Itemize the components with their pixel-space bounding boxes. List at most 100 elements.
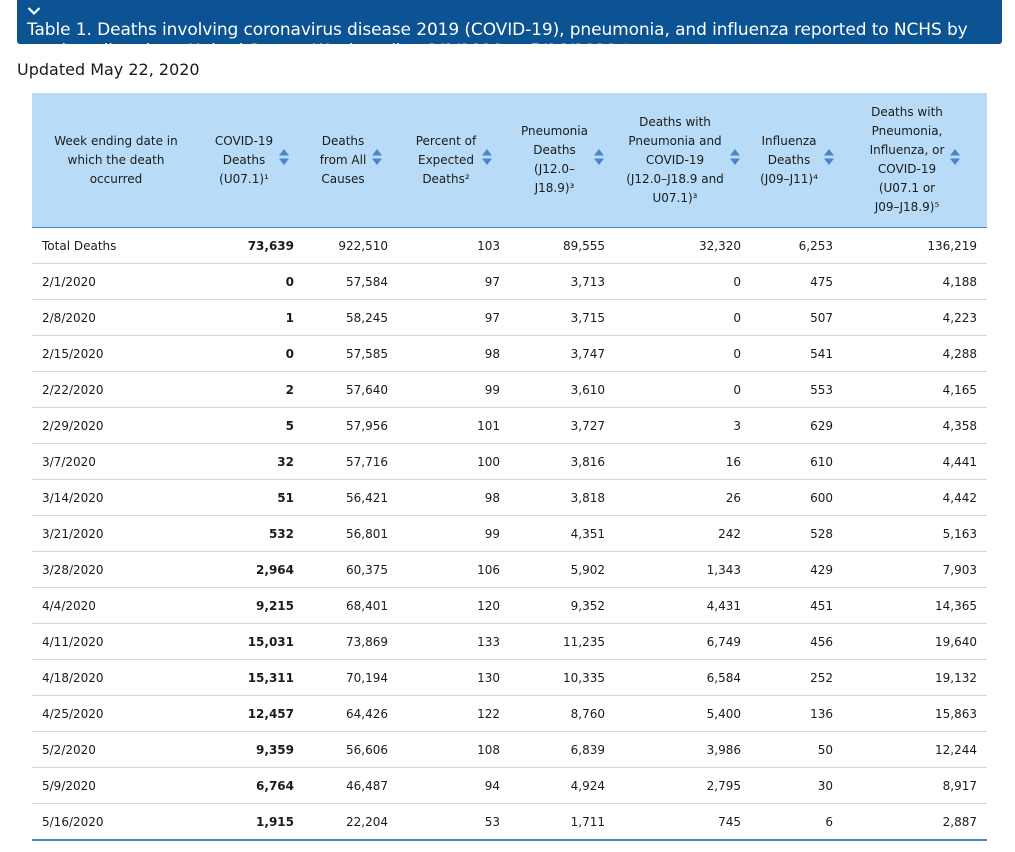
value-cell: 4,223 <box>843 299 987 336</box>
value-cell: 3,610 <box>510 371 615 408</box>
header-label-line: Influenza <box>761 133 817 148</box>
value-cell: 2,795 <box>615 767 751 804</box>
value-cell: 73,869 <box>304 623 398 660</box>
value-cell: 475 <box>751 263 843 300</box>
value-cell: 3,713 <box>510 263 615 300</box>
value-cell: 15,311 <box>200 659 304 696</box>
column-header[interactable]: Deaths with Pneumonia and COVID-19 (J12.0–J… <box>615 93 751 228</box>
chevron-down-icon[interactable] <box>27 1 47 20</box>
week-ending-cell: 3/14/2020 <box>32 479 200 516</box>
value-cell: 429 <box>751 551 843 588</box>
header-label-line: Deaths² <box>422 171 470 186</box>
value-cell: 89,555 <box>510 227 615 264</box>
value-cell: 106 <box>398 551 510 588</box>
value-cell: 58,245 <box>304 299 398 336</box>
week-ending-cell: 5/16/2020 <box>32 803 200 841</box>
sort-arrows-icon[interactable] <box>279 149 290 171</box>
value-cell: 101 <box>398 407 510 444</box>
value-cell: 1 <box>200 299 304 336</box>
week-ending-cell: 4/25/2020 <box>32 695 200 732</box>
value-cell: 32 <box>200 443 304 480</box>
header-label-line: COVID-19 <box>214 133 274 148</box>
value-cell: 8,760 <box>510 695 615 732</box>
sort-arrows-icon[interactable] <box>729 149 740 171</box>
column-header[interactable]: Influenza Deaths (J09–J11)⁴ <box>751 93 843 228</box>
column-header-label: COVID-19 Deaths (U07.1)¹ <box>215 132 273 189</box>
sort-arrows-icon[interactable] <box>950 149 961 171</box>
sort-arrows-icon[interactable] <box>823 149 834 171</box>
table-row: 3/14/2020 51 56,421 98 3,818 26 600 4,442 <box>32 479 987 516</box>
value-cell: 507 <box>751 299 843 336</box>
value-cell: 4,165 <box>843 371 987 408</box>
value-cell: 4,288 <box>843 335 987 372</box>
week-ending-cell: 2/15/2020 <box>32 335 200 372</box>
sort-arrows-icon[interactable] <box>593 149 604 171</box>
column-header[interactable]: Pneumonia Deaths (J12.0– J18.9)³ <box>510 93 615 228</box>
value-cell: 98 <box>398 479 510 516</box>
table-row: 3/7/2020 32 57,716 100 3,816 16 610 4,441 <box>32 443 987 480</box>
table-row: Total Deaths 73,639 922,510 103 89,555 32,320… <box>32 227 987 264</box>
column-header-label: Week ending date in which the death occurr… <box>54 132 177 189</box>
table-panel-header[interactable]: Table 1. Deaths involving coronavirus di… <box>17 0 1002 61</box>
column-header[interactable]: Deaths with Pneumonia, Influenza, or COVID-… <box>843 93 987 228</box>
value-cell: 26 <box>615 479 751 516</box>
sort-arrows-icon[interactable] <box>482 149 493 171</box>
header-label-line: Expected <box>417 152 474 167</box>
value-cell: 97 <box>398 299 510 336</box>
value-cell: 46,487 <box>304 767 398 804</box>
column-header[interactable]: Percent of Expected Deaths² <box>398 93 510 228</box>
value-cell: 4,431 <box>615 587 751 624</box>
value-cell: 2,964 <box>200 551 304 588</box>
value-cell: 108 <box>398 731 510 768</box>
value-cell: 5,163 <box>843 515 987 552</box>
week-ending-cell: 5/2/2020 <box>32 731 200 768</box>
value-cell: 6,764 <box>200 767 304 804</box>
column-header[interactable]: COVID-19 Deaths (U07.1)¹ <box>200 93 304 228</box>
value-cell: 133 <box>398 623 510 660</box>
value-cell: 53 <box>398 803 510 841</box>
value-cell: 122 <box>398 695 510 732</box>
value-cell: 6,839 <box>510 731 615 768</box>
value-cell: 3,747 <box>510 335 615 372</box>
value-cell: 100 <box>398 443 510 480</box>
value-cell: 8,917 <box>843 767 987 804</box>
table-row: 5/2/2020 9,359 56,606 108 6,839 3,986 50 12,244 <box>32 731 987 768</box>
header-label-line: J09–J18.9)⁵ <box>874 200 940 214</box>
value-cell: 15,863 <box>843 695 987 732</box>
value-cell: 136 <box>751 695 843 732</box>
column-header[interactable]: Deaths from All Causes <box>304 93 398 228</box>
header-label-line: Influenza, or <box>869 143 945 157</box>
value-cell: 98 <box>398 335 510 372</box>
value-cell: 2,887 <box>843 803 987 841</box>
week-ending-cell: 2/29/2020 <box>32 407 200 444</box>
value-cell: 6 <box>751 803 843 841</box>
value-cell: 57,716 <box>304 443 398 480</box>
updated-date: Updated May 22, 2020 <box>17 60 200 79</box>
value-cell: 745 <box>615 803 751 841</box>
header-label-line: Pneumonia <box>521 124 588 138</box>
value-cell: 19,640 <box>843 623 987 660</box>
value-cell: 600 <box>751 479 843 516</box>
week-ending-cell: 4/4/2020 <box>32 587 200 624</box>
value-cell: 541 <box>751 335 843 372</box>
sort-arrows-icon[interactable] <box>372 149 383 171</box>
value-cell: 51 <box>200 479 304 516</box>
value-cell: 4,351 <box>510 515 615 552</box>
value-cell: 3,986 <box>615 731 751 768</box>
header-label-line: Percent of <box>415 133 477 148</box>
table-row: 2/15/2020 0 57,585 98 3,747 0 541 4,288 <box>32 335 987 372</box>
week-ending-cell: Total Deaths <box>32 227 200 264</box>
value-cell: 0 <box>615 335 751 372</box>
header-label-line: (J09–J11)⁴ <box>760 171 818 186</box>
header-label-line: (U07.1)¹ <box>219 171 269 186</box>
header-label-line: (J12.0– <box>534 162 575 176</box>
column-header[interactable]: Week ending date in which the death occurr… <box>32 93 200 228</box>
week-ending-cell: 2/22/2020 <box>32 371 200 408</box>
value-cell: 6,584 <box>615 659 751 696</box>
value-cell: 610 <box>751 443 843 480</box>
table-header-row: Week ending date in which the death occurr… <box>32 93 987 228</box>
table-row: 3/21/2020 532 56,801 99 4,351 242 528 5,163 <box>32 515 987 552</box>
value-cell: 0 <box>200 263 304 300</box>
column-header-label: Influenza Deaths (J09–J11)⁴ <box>760 132 818 189</box>
value-cell: 1,915 <box>200 803 304 841</box>
